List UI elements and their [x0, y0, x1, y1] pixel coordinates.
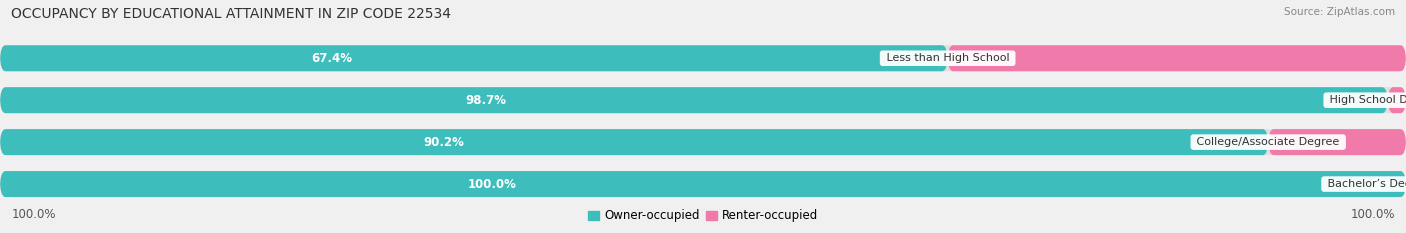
Legend: Owner-occupied, Renter-occupied: Owner-occupied, Renter-occupied	[583, 205, 823, 227]
Text: OCCUPANCY BY EDUCATIONAL ATTAINMENT IN ZIP CODE 22534: OCCUPANCY BY EDUCATIONAL ATTAINMENT IN Z…	[11, 7, 451, 21]
FancyBboxPatch shape	[0, 171, 1406, 197]
Text: 100.0%: 100.0%	[11, 208, 56, 221]
Text: 67.4%: 67.4%	[311, 52, 352, 65]
Text: 98.7%: 98.7%	[465, 94, 506, 107]
FancyBboxPatch shape	[0, 129, 1406, 155]
Text: 90.2%: 90.2%	[423, 136, 464, 149]
FancyBboxPatch shape	[948, 45, 1406, 71]
FancyBboxPatch shape	[1268, 129, 1406, 155]
Text: Bachelor’s Degree or higher: Bachelor’s Degree or higher	[1324, 179, 1406, 189]
Text: 100.0%: 100.0%	[468, 178, 516, 191]
Text: High School Diploma: High School Diploma	[1326, 95, 1406, 105]
FancyBboxPatch shape	[0, 171, 1406, 197]
Text: Source: ZipAtlas.com: Source: ZipAtlas.com	[1284, 7, 1395, 17]
FancyBboxPatch shape	[0, 87, 1388, 113]
Text: 100.0%: 100.0%	[1350, 208, 1395, 221]
Text: College/Associate Degree: College/Associate Degree	[1194, 137, 1343, 147]
FancyBboxPatch shape	[0, 45, 1406, 71]
FancyBboxPatch shape	[0, 45, 948, 71]
Text: Less than High School: Less than High School	[883, 53, 1012, 63]
FancyBboxPatch shape	[1388, 87, 1406, 113]
FancyBboxPatch shape	[0, 129, 1268, 155]
FancyBboxPatch shape	[0, 87, 1406, 113]
